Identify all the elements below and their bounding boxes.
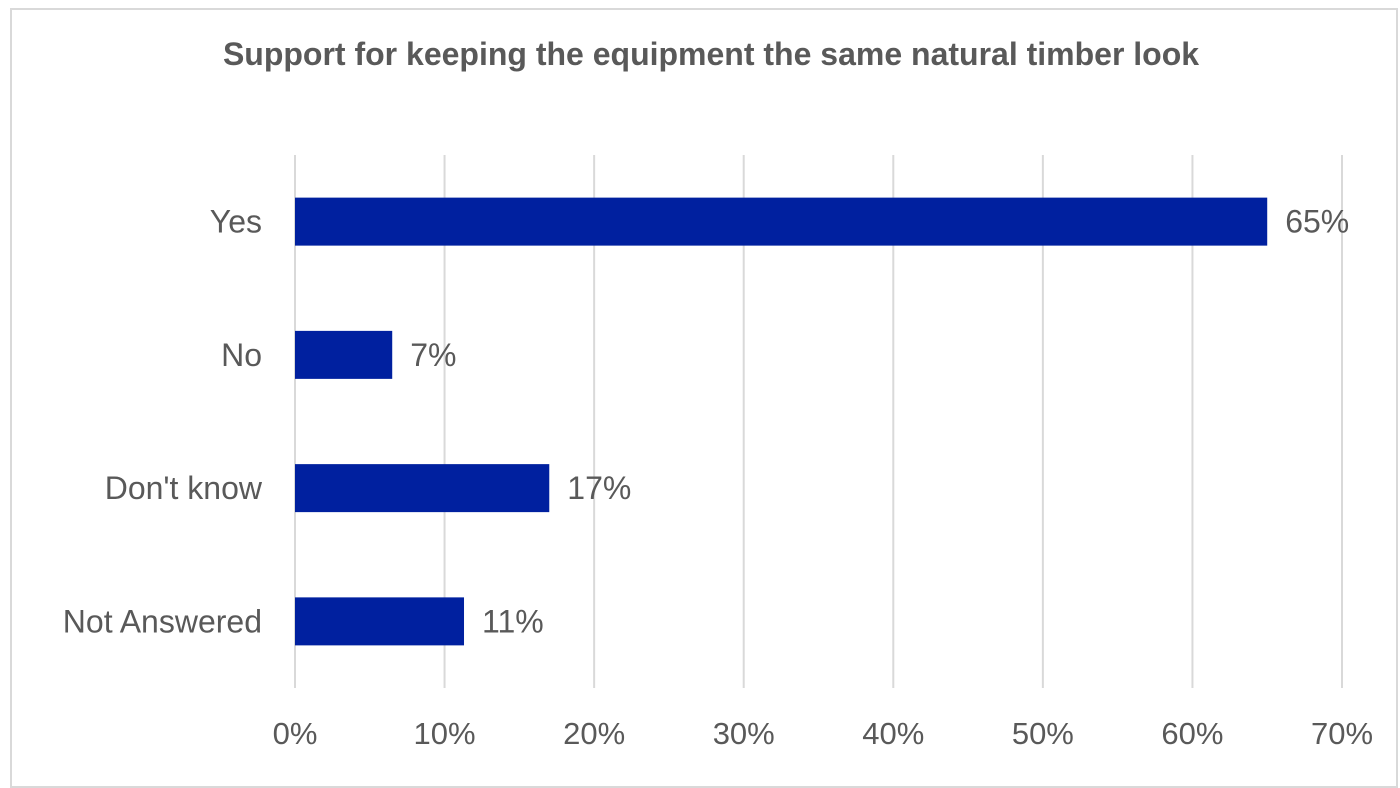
- x-tick-label: 60%: [1161, 716, 1223, 751]
- bar: [295, 197, 1268, 246]
- chart-title: Support for keeping the equipment the sa…: [0, 32, 1400, 76]
- x-tick-labels: 0% 10% 20% 30% 40% 50% 60% 70%: [273, 716, 1373, 751]
- category-label: Don't know: [105, 470, 263, 506]
- chart-frame: [10, 8, 1398, 788]
- bar: [295, 597, 465, 646]
- data-labels: 65% 7% 17% 11%: [410, 204, 1349, 640]
- chart-title-text: Support for keeping the equipment the sa…: [222, 36, 1200, 72]
- x-tick-label: 40%: [862, 716, 924, 751]
- data-label: 11%: [482, 603, 544, 639]
- data-label: 17%: [567, 470, 631, 506]
- category-labels: Yes No Don't know Not Answered: [63, 204, 263, 640]
- x-tick-label: 10%: [414, 716, 476, 751]
- x-tick-label: 30%: [713, 716, 775, 751]
- bar: [295, 464, 550, 513]
- data-label: 65%: [1285, 204, 1349, 240]
- data-label: 7%: [410, 337, 456, 373]
- x-tick-label: 20%: [563, 716, 625, 751]
- x-tick-label: 70%: [1311, 716, 1373, 751]
- bars: [295, 197, 1268, 646]
- bar: [295, 330, 393, 379]
- category-label: Not Answered: [63, 603, 262, 639]
- category-label: No: [221, 337, 262, 373]
- category-label: Yes: [210, 204, 262, 240]
- x-tick-label: 50%: [1012, 716, 1074, 751]
- x-tick-label: 0%: [273, 716, 318, 751]
